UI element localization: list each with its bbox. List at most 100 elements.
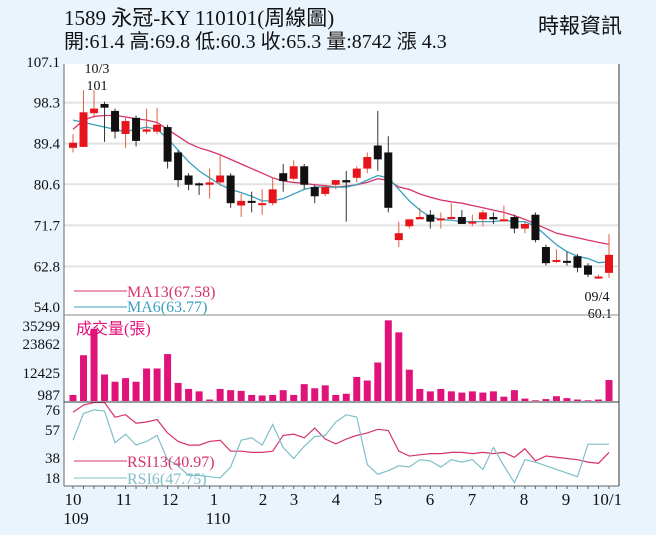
candle-body <box>184 175 193 185</box>
candle-body <box>111 110 120 132</box>
candle-body <box>300 166 309 185</box>
price-axis-tick: 98.3 <box>34 96 60 112</box>
candle-body <box>594 276 603 279</box>
rsi6-line <box>72 409 609 485</box>
candle-body <box>405 219 414 227</box>
candle-body <box>153 124 162 132</box>
candle-body <box>121 121 130 134</box>
volume-bar <box>279 390 287 401</box>
volume-bar <box>363 380 371 401</box>
candle-body <box>226 175 235 204</box>
candle-body <box>436 218 445 221</box>
volume-bar <box>521 398 529 401</box>
volume-bar <box>479 392 487 401</box>
candle-body <box>478 212 487 220</box>
candle-body <box>573 256 582 268</box>
rsi13-legend: RSI13(40.97) <box>127 454 215 471</box>
volume-bar <box>342 393 350 401</box>
volume-bar <box>531 400 539 401</box>
volume-bar <box>426 391 434 401</box>
volume-bar <box>227 390 235 401</box>
candle-body <box>331 180 340 185</box>
price-axis-tick: 71.7 <box>34 218 61 234</box>
volume-bar <box>300 384 308 401</box>
volume-bar <box>353 376 361 401</box>
x-axis-tick: 9 <box>562 490 571 509</box>
volume-bar <box>69 394 77 401</box>
candle-body <box>373 145 382 160</box>
volume-bar <box>174 382 182 401</box>
candle-body <box>468 221 477 224</box>
year-label-109: 109 <box>63 509 89 528</box>
candle-body <box>132 117 141 141</box>
volume-bar <box>563 398 571 401</box>
volume-bar <box>500 396 508 401</box>
candle-body <box>100 103 109 108</box>
candle-body <box>447 217 456 220</box>
rsi-panel <box>64 402 619 486</box>
rsi-axis-tick: 38 <box>45 451 60 467</box>
candle-body <box>352 168 361 178</box>
price-axis-tick: 80.6 <box>34 177 61 193</box>
volume-bar <box>185 388 193 401</box>
candle-body <box>90 108 99 114</box>
candle-body <box>552 259 561 262</box>
candle-body <box>457 217 466 224</box>
price-axis-tick: 89.4 <box>34 137 61 153</box>
candle-body <box>541 247 550 264</box>
candle-body <box>426 214 435 222</box>
volume-bar <box>510 390 518 401</box>
price-axis-tick: 107.1 <box>26 55 60 71</box>
volume-bar <box>458 392 466 401</box>
candle-body <box>489 217 498 220</box>
price-axis-tick: 54.0 <box>34 300 60 316</box>
volume-bar <box>216 388 224 401</box>
volume-bar <box>468 391 476 401</box>
volume-bar <box>122 378 130 401</box>
volume-bar <box>206 399 214 401</box>
ma13-legend: MA13(67.58) <box>127 284 215 301</box>
volume-bar <box>311 388 319 401</box>
candle-body <box>258 203 267 206</box>
candle-body <box>247 200 256 203</box>
candle-body <box>268 189 277 204</box>
candle-body <box>520 223 529 229</box>
volume-bar <box>248 394 256 401</box>
volume-axis-tick: 23862 <box>23 337 61 353</box>
price-panel <box>64 64 619 315</box>
candle-body <box>289 166 298 179</box>
volume-bar <box>90 328 98 401</box>
x-axis-tick: 10 <box>65 490 82 509</box>
x-axis-tick: 5 <box>374 490 383 509</box>
volume-bar <box>101 374 109 401</box>
volume-bar <box>384 320 392 401</box>
candle-body <box>279 173 288 182</box>
x-axis-tick: 3 <box>290 490 299 509</box>
volume-bar <box>437 388 445 401</box>
rsi-axis-tick: 18 <box>45 471 60 487</box>
volume-bar <box>405 369 413 401</box>
volume-bar <box>80 355 88 401</box>
volume-bar <box>269 394 277 401</box>
low-date-annotation: 09/4 <box>585 290 610 305</box>
volume-bar <box>258 395 266 401</box>
volume-bar <box>573 399 581 401</box>
candle-body <box>216 175 225 183</box>
ma6-legend: MA6(63.77) <box>127 299 207 316</box>
volume-bar <box>584 400 592 401</box>
x-axis-tick: 4 <box>332 490 341 509</box>
candle-body <box>69 142 77 148</box>
volume-bar <box>143 368 151 401</box>
volume-bar <box>164 354 172 401</box>
x-axis-tick: 10/1 <box>592 490 622 509</box>
candle-body <box>321 187 330 194</box>
volume-axis-tick: 987 <box>38 388 61 404</box>
volume-bar <box>542 399 550 401</box>
volume-bar <box>332 394 340 401</box>
year-label-110: 110 <box>206 509 231 528</box>
volume-bar <box>594 399 602 401</box>
candle-body <box>237 200 246 206</box>
ohlc-summary: 開:61.4 高:69.8 低:60.3 收:65.3 量:8742 漲 4.3 <box>64 31 447 53</box>
candle-body <box>531 214 540 241</box>
x-axis-tick: 7 <box>468 490 477 509</box>
